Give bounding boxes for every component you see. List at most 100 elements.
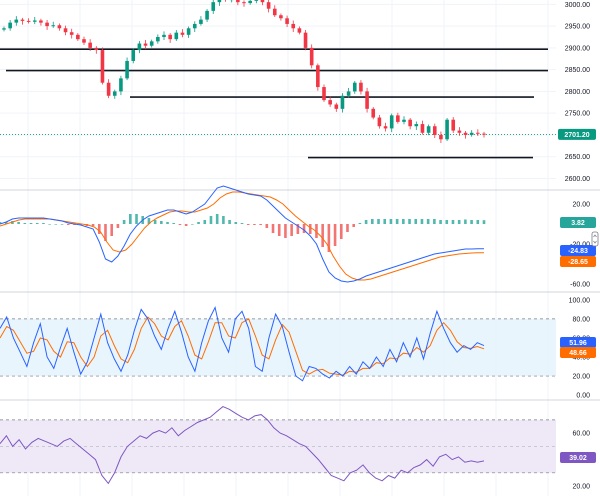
price-grid bbox=[0, 3, 556, 179]
price-tick-label: 2850.00 bbox=[565, 67, 590, 74]
support-resistance-lines[interactable] bbox=[0, 48, 548, 159]
macd-hist-bar bbox=[172, 223, 176, 224]
candle-body bbox=[426, 126, 431, 133]
candle-body bbox=[457, 130, 462, 133]
macd-hist-bar bbox=[104, 224, 107, 241]
candle-body bbox=[482, 133, 486, 135]
price-pane[interactable]: 3000.00 2950.00 2900.00 2850.00 2800.00 2750.… bbox=[0, 0, 596, 183]
macd-hist-bar bbox=[259, 224, 262, 225]
macd-hist-bar bbox=[209, 216, 213, 224]
macd-hist-bar bbox=[464, 219, 467, 224]
macd-hist-bar bbox=[4, 222, 8, 224]
candle-body bbox=[365, 91, 369, 109]
candle-body bbox=[291, 23, 296, 29]
macd-hist-bar bbox=[389, 219, 393, 224]
macd-hist-bar bbox=[433, 219, 436, 224]
macd-hist-bar bbox=[66, 224, 70, 225]
stoch-tick-label: 0.00 bbox=[576, 393, 590, 400]
candle-body bbox=[371, 108, 376, 118]
candle-body bbox=[408, 119, 412, 127]
macd-hist-bar bbox=[327, 224, 331, 252]
candle-body bbox=[88, 42, 92, 48]
price-tick-label: 2650.00 bbox=[565, 154, 590, 161]
price-tick-label: 3000.00 bbox=[565, 2, 590, 9]
candle-body bbox=[8, 22, 12, 29]
candle-body bbox=[469, 132, 474, 135]
macd-hist-bar bbox=[383, 219, 387, 224]
candle-body bbox=[82, 39, 86, 43]
stoch-tick-label: 80.00 bbox=[572, 316, 590, 323]
candle-body bbox=[168, 34, 172, 40]
price-tick-label: 2800.00 bbox=[565, 89, 590, 96]
candle-body bbox=[156, 37, 160, 42]
macd-hist-bar bbox=[160, 221, 163, 224]
price-axis[interactable]: 3000.00 2950.00 2900.00 2850.00 2800.00 2750.… bbox=[565, 2, 590, 183]
candle-body bbox=[451, 119, 456, 131]
candle-body bbox=[248, 0, 252, 4]
candle-body bbox=[57, 25, 62, 29]
candle-body bbox=[45, 22, 49, 27]
vertical-grid bbox=[27, 0, 549, 496]
macd-hist-bar bbox=[178, 224, 182, 225]
macd-hist-bar bbox=[60, 224, 64, 225]
stoch-k-badge: 51.96 bbox=[560, 337, 596, 348]
candle-body bbox=[26, 20, 31, 22]
macd-hist-bar bbox=[445, 220, 449, 224]
macd-pane[interactable]: 20.000.00-20.00-40.00-60.00 3.82 -24.83 … bbox=[0, 185, 599, 289]
macd-hist-bar bbox=[166, 222, 169, 224]
price-tick-label: 2900.00 bbox=[565, 45, 590, 52]
candle-body bbox=[328, 100, 332, 105]
macd-hist-bar bbox=[110, 224, 113, 236]
candle-body bbox=[162, 34, 166, 37]
macd-hist-bar bbox=[414, 219, 418, 224]
macd-hist-bar bbox=[91, 224, 95, 226]
candle-body bbox=[463, 132, 468, 135]
rsi-axis[interactable]: 60.00 20.00 bbox=[572, 431, 590, 491]
macd-hist-bar bbox=[153, 220, 157, 224]
macd-hist-bar bbox=[184, 224, 188, 226]
candle-body bbox=[149, 41, 154, 46]
macd-hist-bar bbox=[346, 224, 349, 232]
stoch-k-value: 51.96 bbox=[569, 340, 587, 347]
macd-hist-bar bbox=[420, 219, 424, 224]
macd-line-value: -24.83 bbox=[568, 248, 588, 255]
macd-hist-bar bbox=[482, 220, 486, 224]
collapse-icon[interactable] bbox=[591, 231, 599, 247]
candlestick-series bbox=[2, 0, 486, 143]
candle-body bbox=[63, 28, 68, 33]
candle-body bbox=[186, 28, 191, 35]
rsi-pane[interactable]: 60.00 20.00 39.02 bbox=[0, 406, 596, 491]
candle-body bbox=[316, 65, 320, 88]
macd-hist-bar bbox=[339, 224, 343, 239]
candle-body bbox=[476, 132, 480, 134]
macd-hist-bar bbox=[42, 223, 45, 224]
macd-hist-bar bbox=[290, 224, 293, 236]
macd-hist-bar bbox=[371, 219, 374, 224]
macd-hist-badge: 3.82 bbox=[560, 217, 596, 228]
macd-hist-bar bbox=[240, 223, 244, 224]
macd-hist-bar bbox=[402, 219, 405, 224]
macd-hist-bar bbox=[203, 220, 207, 224]
candle-body bbox=[260, 0, 265, 3]
candle-body bbox=[211, 2, 216, 11]
macd-hist-bar bbox=[426, 219, 430, 224]
price-tick-label: 2750.00 bbox=[565, 111, 590, 118]
macd-signal-line bbox=[0, 191, 485, 281]
macd-hist-bar bbox=[29, 223, 33, 224]
macd-hist-bar bbox=[296, 224, 300, 234]
price-tick-label: 2950.00 bbox=[565, 24, 590, 31]
stoch-tick-label: 20.00 bbox=[572, 374, 590, 381]
macd-hist-bar bbox=[234, 222, 238, 224]
candle-body bbox=[217, 0, 222, 3]
candle-body bbox=[20, 19, 25, 21]
candle-body bbox=[414, 124, 419, 127]
macd-hist-bar bbox=[265, 224, 269, 228]
candle-body bbox=[14, 19, 19, 23]
candle-body bbox=[174, 32, 179, 40]
candle-body bbox=[76, 34, 80, 40]
price-tick-label: 2600.00 bbox=[565, 176, 590, 183]
macd-hist-bar bbox=[315, 224, 318, 238]
candle-body bbox=[309, 47, 314, 66]
